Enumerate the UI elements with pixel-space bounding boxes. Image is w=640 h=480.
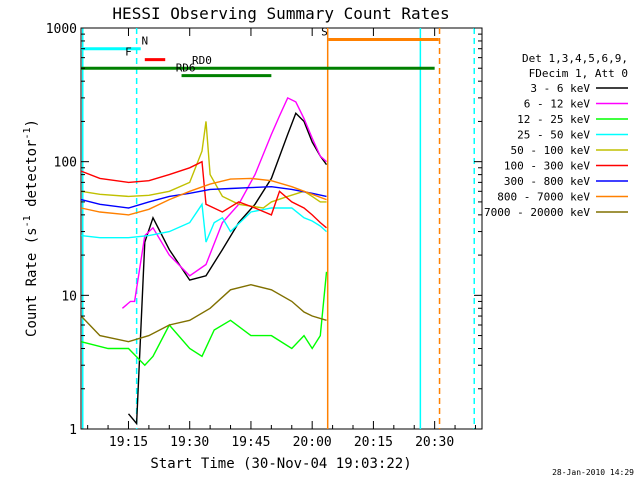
series-line-7 — [80, 177, 327, 216]
timestamp: 28-Jan-2010 14:29 — [552, 468, 634, 477]
series-line-5 — [80, 160, 327, 229]
y-axis-label-close: ) — [24, 119, 40, 127]
annotation-label-4: S — [321, 26, 328, 39]
y-tick-label-3: 1000 — [46, 22, 77, 37]
x-tick-label-2: 19:45 — [231, 435, 270, 450]
y-axis-label-sup: -1 — [22, 215, 33, 227]
y-axis-label: Count Rate (s-1 detector-1) — [22, 119, 40, 337]
annotation-label-2: RD0 — [192, 54, 212, 67]
x-tick-label-5: 20:30 — [415, 435, 454, 450]
y-tick-label-1: 10 — [61, 289, 77, 304]
legend-label-8: 7000 - 20000 keV — [484, 206, 590, 219]
annotation-label-3: RD6 — [176, 62, 196, 75]
series-line-8 — [80, 283, 327, 343]
x-tick-label-4: 20:15 — [354, 435, 393, 450]
legend-label-3: 25 - 50 keV — [517, 129, 590, 142]
x-axis: 19:15 19:30 19:45 20:00 20:15 20:30 — [87, 28, 476, 450]
legend-label-0: 3 - 6 keV — [530, 82, 590, 95]
legend-label-1: 6 - 12 keV — [524, 98, 591, 111]
plot-frame — [80, 27, 483, 430]
y-tick-label-2: 100 — [54, 156, 77, 171]
annotation-label-1: F — [125, 46, 132, 59]
legend-label-5: 100 - 300 keV — [504, 160, 590, 173]
series-line-4 — [80, 121, 327, 209]
y-axis-label-end: detector — [24, 140, 40, 216]
y-axis-label-main: Count Rate (s — [24, 227, 40, 337]
series-line-2 — [80, 271, 328, 367]
x-tick-label-1: 19:30 — [170, 435, 209, 450]
series-line-0 — [127, 112, 328, 426]
annotation-label-0: N — [141, 35, 148, 48]
x-axis-label: Start Time (30-Nov-04 19:03:22) — [150, 456, 411, 472]
y-axis-label-sup-2: -1 — [22, 127, 33, 139]
legend-items: 3 - 6 keV 6 - 12 keV 12 - 25 keV 25 - 50 ke… — [484, 82, 628, 219]
x-tick-label-0: 19:15 — [109, 435, 148, 450]
legend-label-4: 50 - 100 keV — [511, 144, 591, 157]
legend-label-7: 800 - 7000 keV — [497, 191, 590, 204]
legend-title-line-2: FDecim 1, Att 0 — [529, 67, 628, 80]
y-tick-label-0: 1 — [69, 423, 77, 438]
series-line-6 — [80, 185, 327, 209]
legend-title-line-1: Det 1,3,4,5,6,9, — [522, 52, 628, 65]
chart-title: HESSI Observing Summary Count Rates — [112, 4, 449, 23]
x-tick-label-3: 20:00 — [293, 435, 332, 450]
legend: Det 1,3,4,5,6,9, FDecim 1, Att 0 3 - 6 k… — [484, 52, 628, 219]
series-line-1 — [121, 96, 327, 309]
legend-label-6: 300 - 800 keV — [504, 175, 590, 188]
legend-label-2: 12 - 25 keV — [517, 113, 590, 126]
series-line-3 — [81, 202, 327, 243]
y-axis: 1 10 100 1000 — [46, 22, 482, 438]
